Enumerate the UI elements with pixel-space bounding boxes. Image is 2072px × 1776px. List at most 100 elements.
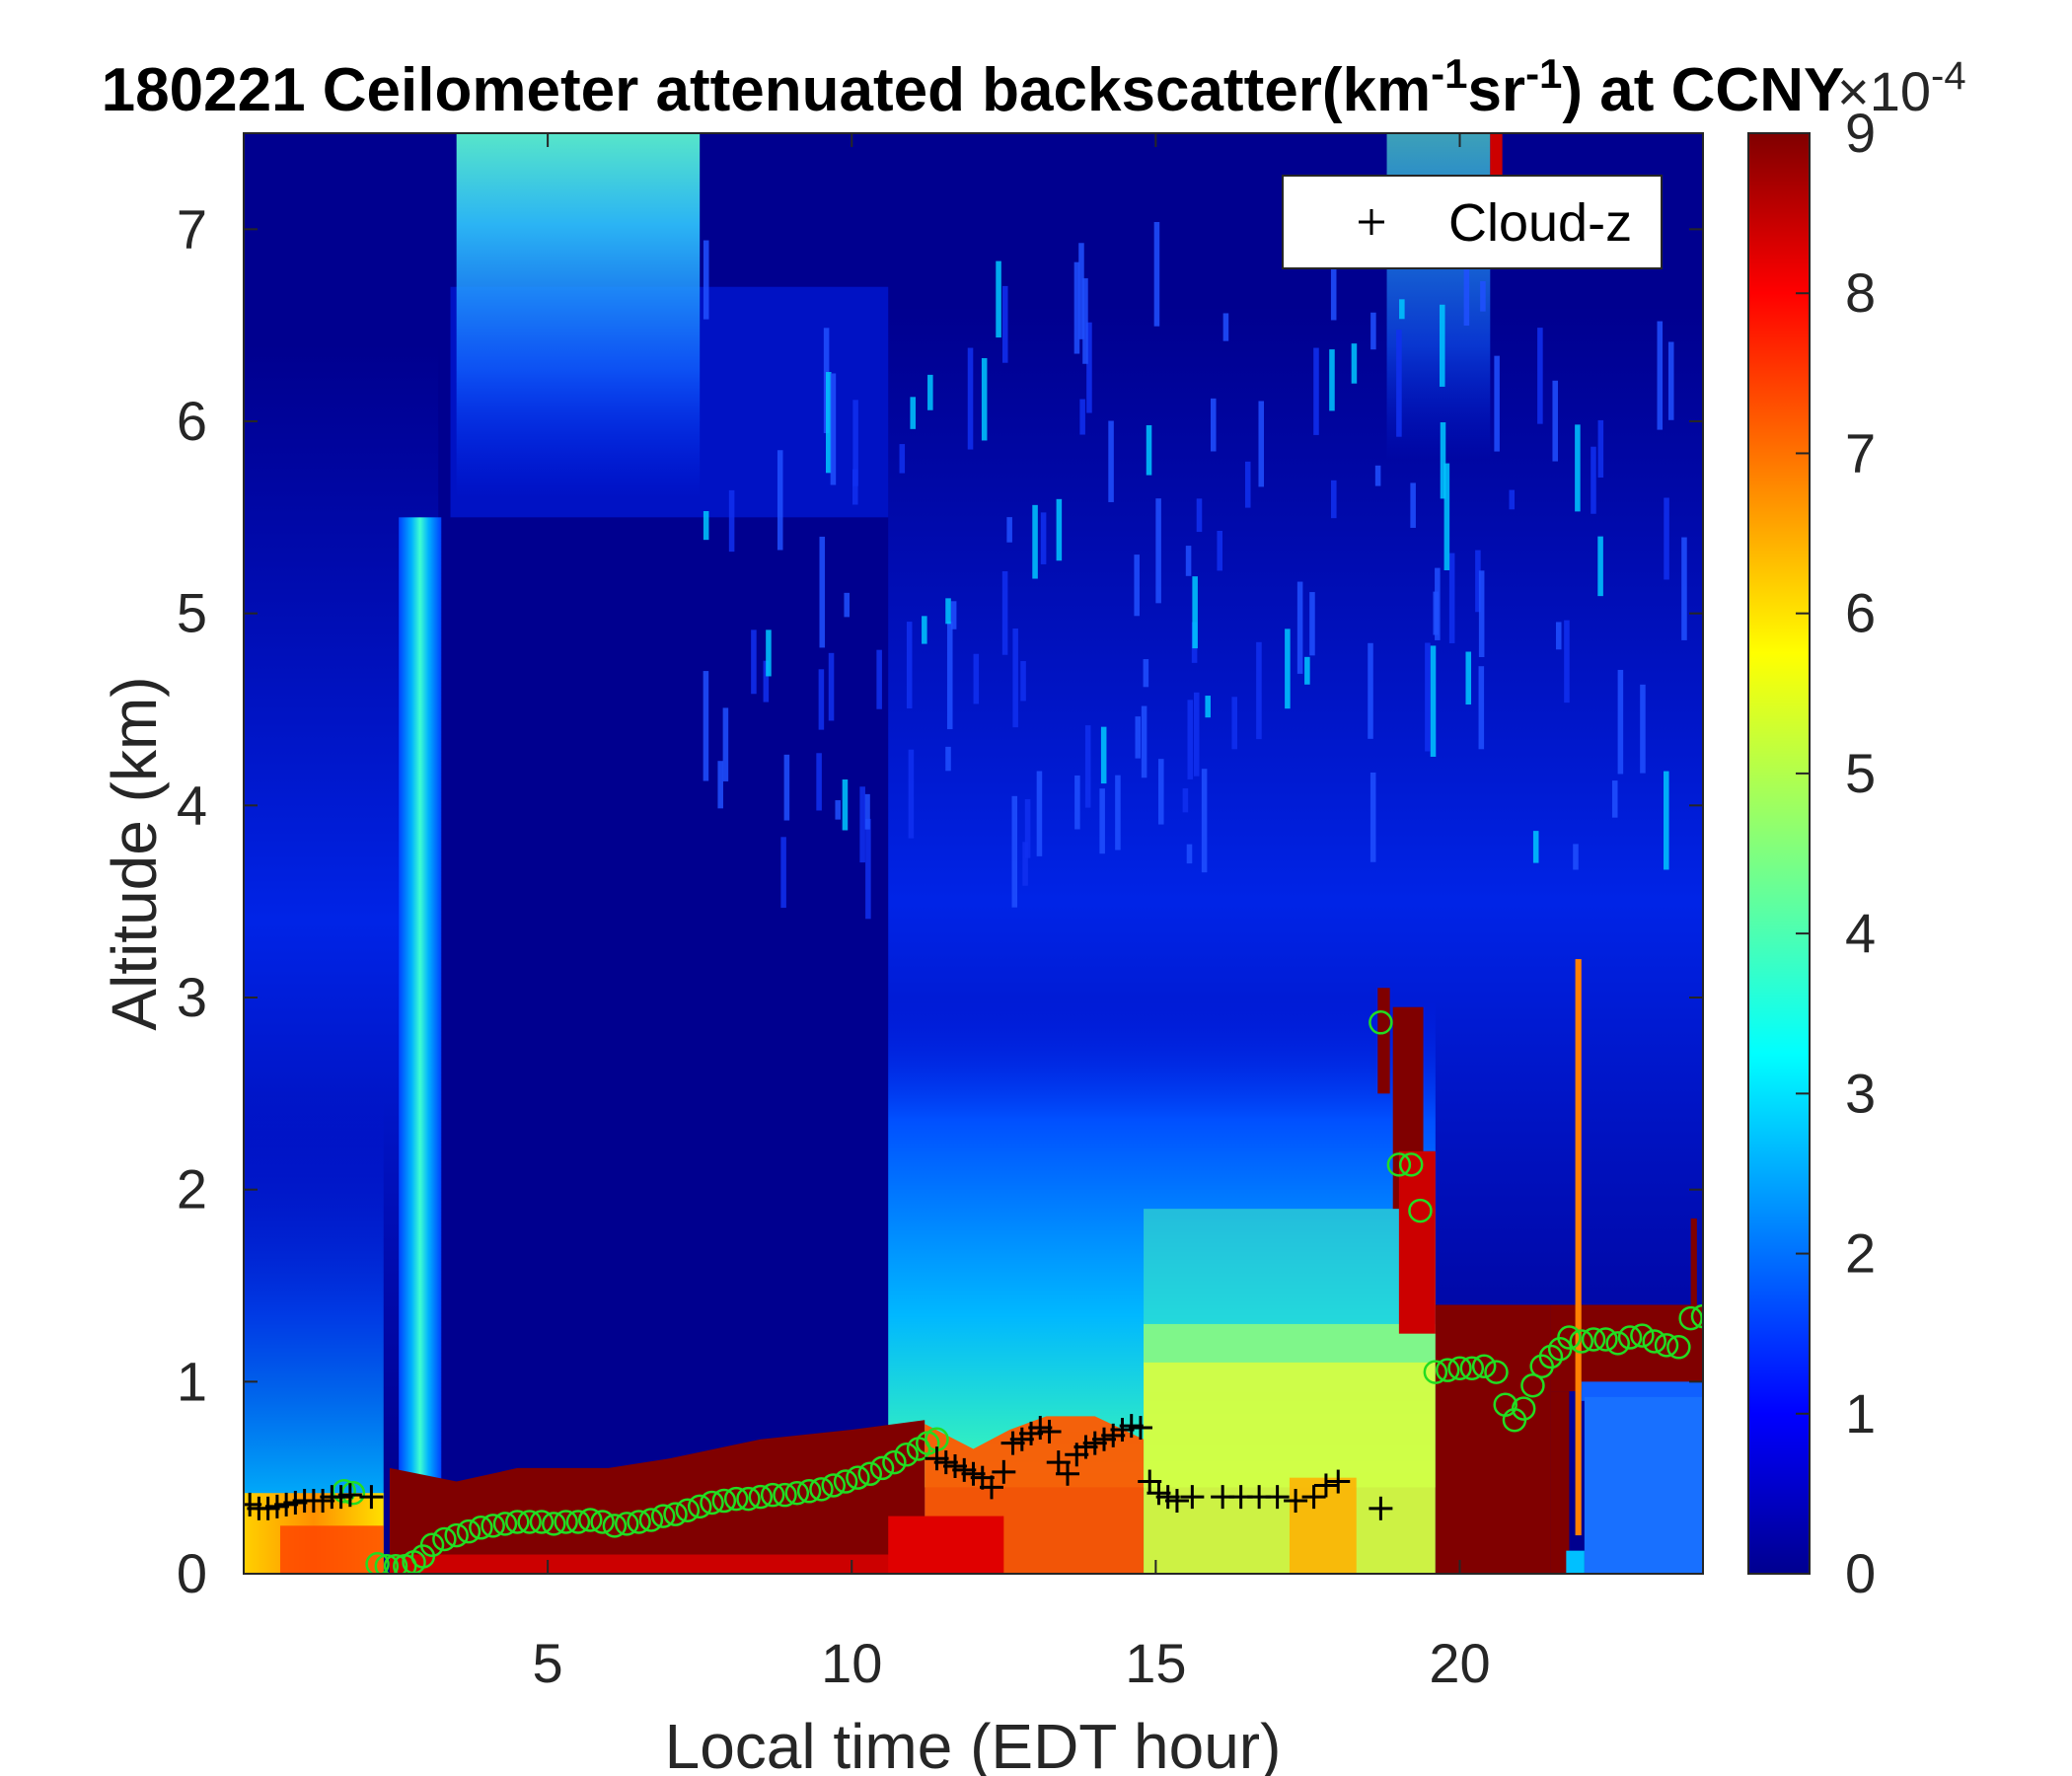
green-circle-point [809, 1477, 834, 1502]
x-tick-label: 10 [821, 1632, 882, 1694]
green-circle-point [1557, 1325, 1582, 1350]
green-circle-point [469, 1516, 493, 1540]
cirrus-streak [1664, 771, 1669, 870]
green-circle-point [578, 1508, 603, 1532]
cirrus-streak [1597, 536, 1603, 597]
cloud-z-point [979, 1475, 1003, 1500]
cirrus-streak [1155, 498, 1161, 604]
cirrus-streak [1667, 341, 1674, 420]
cirrus-streak [1146, 424, 1152, 476]
green-circle-point [638, 1508, 664, 1532]
green-circle-point [821, 1473, 847, 1498]
red-core [888, 1516, 1004, 1574]
green-circle-point [1471, 1354, 1497, 1379]
cloud-spike [1377, 988, 1390, 1094]
cirrus-streak [1494, 355, 1500, 452]
cirrus-streak [1369, 772, 1376, 862]
cloud-z-point [1326, 1469, 1351, 1494]
green-circle-point [1520, 1372, 1545, 1398]
cirrus-streak [1024, 799, 1031, 858]
cirrus-streak [973, 653, 980, 704]
cirrus-streak [751, 629, 757, 695]
green-circle-point [1617, 1325, 1643, 1350]
green-circle-point [1423, 1360, 1448, 1384]
cirrus-streak [1196, 498, 1203, 533]
cirrus-streak [1374, 465, 1381, 486]
cirrus-streak [859, 786, 865, 863]
cloud-block [1398, 1150, 1436, 1334]
colorbar-tick-label: 1 [1845, 1382, 1876, 1444]
aerosol-column [399, 517, 442, 1536]
cirrus-streak [967, 347, 974, 450]
cirrus-streak [1575, 424, 1581, 512]
cirrus-streak [717, 761, 723, 809]
chart-title: 180221 Ceilometer attenuated backscatter… [102, 50, 1845, 125]
green-circle-point [444, 1522, 469, 1548]
cloud-z-point [1180, 1485, 1205, 1510]
cirrus-streak [1657, 321, 1664, 430]
cirrus-streak [1100, 726, 1107, 784]
cirrus-streak [1210, 398, 1217, 452]
green-circle-point [1630, 1323, 1655, 1348]
green-circle-point [700, 1490, 724, 1516]
cirrus-streak [1552, 380, 1558, 462]
cloud-z-point [1313, 1473, 1338, 1498]
cirrus-streak [908, 749, 915, 839]
colorbar-tick-label: 3 [1845, 1062, 1876, 1124]
low-blue-patch [1584, 1396, 1703, 1574]
green-circle-point [627, 1510, 651, 1534]
cirrus-streak [1331, 480, 1337, 519]
green-circle-point [481, 1514, 505, 1538]
green-circle-point [529, 1510, 555, 1534]
green-circle-point [456, 1518, 481, 1544]
colorbar-tick-label: 6 [1845, 582, 1876, 644]
cirrus-streak [1201, 769, 1208, 873]
cirrus-streak [1664, 497, 1669, 580]
cloud-z-point [1128, 1416, 1152, 1441]
cirrus-streak [1396, 330, 1402, 437]
green-circle-point [505, 1510, 530, 1534]
colorbar-gradient [1748, 133, 1810, 1574]
green-circle-point [773, 1482, 797, 1508]
cirrus-streak [835, 800, 841, 820]
cirrus-streak [1182, 788, 1189, 813]
cirrus-layer [456, 133, 701, 498]
cirrus-streak [1611, 780, 1618, 818]
green-circle-point [383, 1553, 408, 1574]
green-circle-point [1484, 1360, 1509, 1384]
cirrus-streak [830, 373, 837, 485]
green-circle-point [492, 1512, 518, 1536]
cirrus-streak [1079, 399, 1085, 435]
cirrus-streak [1222, 313, 1229, 341]
green-circle-point [882, 1449, 907, 1475]
cirrus-streak [842, 779, 849, 831]
cirrus-streak [1440, 422, 1446, 499]
cirrus-streak [1040, 512, 1047, 564]
cloud-z-point [1284, 1489, 1308, 1514]
colorbar-tick-label: 8 [1845, 261, 1876, 324]
y-tick-label: 2 [177, 1158, 207, 1221]
y-axis-label: Altitude (km) [99, 676, 170, 1030]
cirrus-streak [1296, 581, 1303, 674]
cirrus-streak [766, 629, 772, 677]
plot-frame [243, 132, 1704, 1575]
y-tick-label: 6 [177, 390, 207, 452]
cirrus-streak [1430, 645, 1437, 757]
cirrus-streak [906, 622, 913, 709]
colorbar-tick-label: 9 [1845, 102, 1876, 164]
cirrus-streak [996, 260, 1001, 338]
cirrus-streak [1617, 669, 1624, 775]
green-circle-series [332, 1010, 1703, 1574]
green-circle-point [1605, 1331, 1630, 1356]
cirrus-streak [763, 660, 770, 703]
cirrus-streak [819, 536, 826, 648]
cirrus-streak [1285, 629, 1291, 709]
green-circle-point [833, 1469, 858, 1494]
cirrus-streak [1074, 775, 1080, 830]
green-circle-point [1690, 1303, 1703, 1329]
cirrus-streak [1141, 705, 1147, 778]
x-axis: 5 10 15 20 [533, 133, 1491, 1694]
cirrus-streak [703, 240, 709, 320]
cirrus-streak [945, 746, 951, 772]
